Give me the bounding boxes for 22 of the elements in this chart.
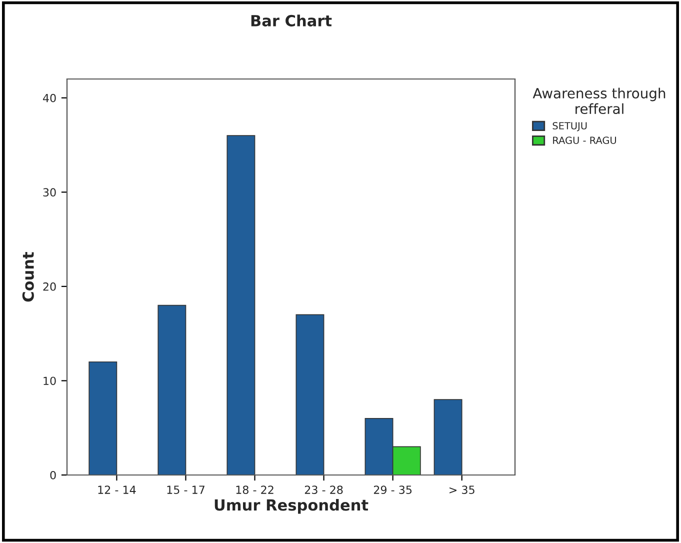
x-tick-label: 12 - 14 [98,486,136,494]
x-tick-label: 18 - 22 [236,486,274,494]
legend-label: RAGU - RAGU [553,136,616,144]
bar [226,135,256,475]
x-axis-title: Umur Respondent [214,498,368,514]
bar [296,314,324,475]
x-tick-label: 23 - 28 [304,486,343,494]
legend-title: Awareness through refferal [532,88,666,114]
y-tick-label: 40 [42,94,56,102]
y-tick-label: 30 [43,188,56,197]
x-tick-label: > 35 [450,486,474,494]
chart-title: Bar Chart [251,14,332,26]
legend-label: SETUJU [552,122,587,132]
y-axis-title: Count [22,252,34,302]
bar [158,304,186,475]
bar [434,399,462,475]
y-tick-label: 0 [50,470,56,480]
y-tick-label: 10 [44,376,56,386]
y-tick-label: 20 [43,282,56,291]
bar [88,361,118,475]
x-tick-label: 15 - 17 [167,486,204,494]
x-tick-label: 29 - 35 [374,486,412,494]
